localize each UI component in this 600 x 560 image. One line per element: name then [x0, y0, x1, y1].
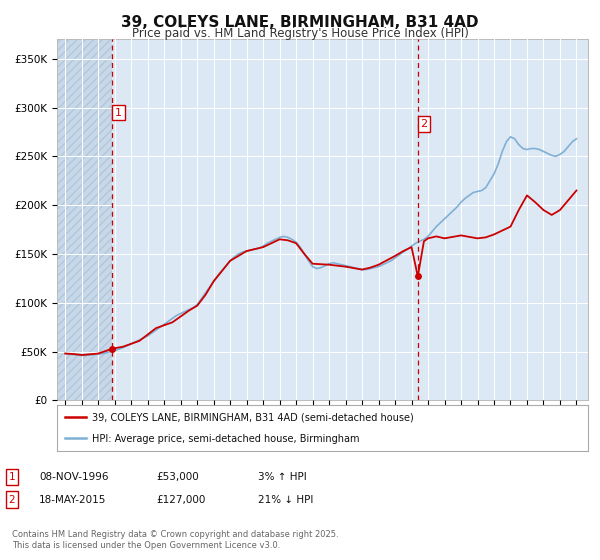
Text: Contains HM Land Registry data © Crown copyright and database right 2025.: Contains HM Land Registry data © Crown c… — [12, 530, 338, 539]
Bar — [57, 39, 112, 400]
Text: 1: 1 — [8, 472, 16, 482]
Text: £127,000: £127,000 — [156, 494, 205, 505]
Text: This data is licensed under the Open Government Licence v3.0.: This data is licensed under the Open Gov… — [12, 541, 280, 550]
Text: 2: 2 — [8, 494, 16, 505]
Text: 08-NOV-1996: 08-NOV-1996 — [39, 472, 109, 482]
Text: 18-MAY-2015: 18-MAY-2015 — [39, 494, 106, 505]
Text: Price paid vs. HM Land Registry's House Price Index (HPI): Price paid vs. HM Land Registry's House … — [131, 27, 469, 40]
Text: 2: 2 — [420, 119, 427, 129]
Text: 1: 1 — [115, 108, 122, 118]
Text: HPI: Average price, semi-detached house, Birmingham: HPI: Average price, semi-detached house,… — [92, 434, 359, 444]
Text: £53,000: £53,000 — [156, 472, 199, 482]
Text: 39, COLEYS LANE, BIRMINGHAM, B31 4AD (semi-detached house): 39, COLEYS LANE, BIRMINGHAM, B31 4AD (se… — [92, 413, 413, 423]
Text: 39, COLEYS LANE, BIRMINGHAM, B31 4AD: 39, COLEYS LANE, BIRMINGHAM, B31 4AD — [121, 15, 479, 30]
Text: 3% ↑ HPI: 3% ↑ HPI — [258, 472, 307, 482]
Text: 21% ↓ HPI: 21% ↓ HPI — [258, 494, 313, 505]
